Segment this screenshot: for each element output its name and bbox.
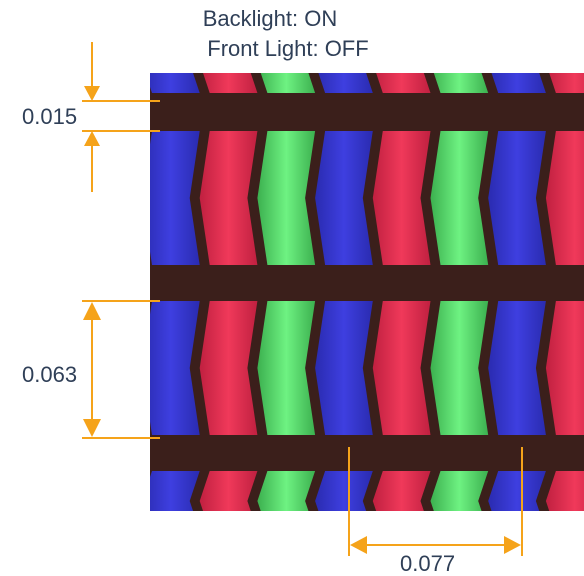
subpixel-red xyxy=(376,73,431,93)
subpixel-blue xyxy=(315,131,373,265)
subpixel-blue xyxy=(488,131,546,265)
subpixel-green xyxy=(430,131,489,265)
subpixel-grid xyxy=(150,73,584,511)
subpixel-red xyxy=(372,471,431,511)
column-pitch-arrow-left-head xyxy=(350,536,367,554)
subpixel-red xyxy=(372,301,431,435)
row-pitch-value-label: 0.063 xyxy=(22,362,77,387)
subpixel-green xyxy=(257,131,316,265)
subpixel-green xyxy=(257,471,316,511)
subpixel-red xyxy=(199,131,258,265)
lcd-subpixel-photo xyxy=(150,73,584,511)
subpixel-red xyxy=(199,471,258,511)
row-pitch-arrow-top-head xyxy=(83,302,101,320)
subpixel-green xyxy=(430,471,489,511)
subpixel-blue xyxy=(488,301,546,435)
subpixel-blue xyxy=(150,471,200,511)
subpixel-red xyxy=(545,131,584,265)
backlight-status-text: Backlight: ON xyxy=(202,6,338,31)
subpixel-red xyxy=(203,73,258,93)
row-pitch-arrow-bottom-head xyxy=(83,419,101,437)
subpixel-green xyxy=(430,301,489,435)
subpixel-blue xyxy=(318,73,373,93)
subpixel-blue xyxy=(315,471,373,511)
subpixel-red xyxy=(372,131,431,265)
subpixel-blue xyxy=(150,131,200,265)
subpixel-green xyxy=(260,73,316,93)
subpixel-red xyxy=(199,301,258,435)
subpixel-blue xyxy=(491,73,546,93)
subpixel-red xyxy=(549,73,584,93)
subpixel-red xyxy=(545,471,584,511)
subpixel-red xyxy=(545,301,584,435)
gap-arrow-down-head xyxy=(84,86,100,101)
subpixel-blue xyxy=(315,301,373,435)
gap-value-label: 0.015 xyxy=(22,104,77,129)
subpixel-green xyxy=(257,301,316,435)
subpixel-blue xyxy=(150,301,200,435)
subpixel-blue xyxy=(488,471,546,511)
column-pitch-arrow-right-head xyxy=(504,536,521,554)
subpixel-green xyxy=(433,73,489,93)
subpixel-blue xyxy=(150,73,200,93)
gap-arrow-up-head xyxy=(84,131,100,146)
front-light-status-text: Front Light: OFF xyxy=(207,36,369,61)
column-pitch-value-label: 0.077 xyxy=(400,551,455,576)
